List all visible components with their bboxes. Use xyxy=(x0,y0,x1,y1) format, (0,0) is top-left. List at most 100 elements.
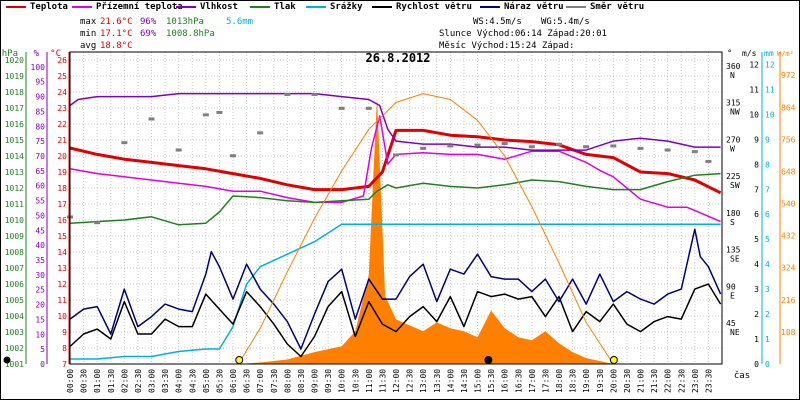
x-axis-label: čas xyxy=(734,370,750,381)
y-tick-label: 45 xyxy=(35,226,45,235)
x-tick-label: 23:00 xyxy=(691,369,700,393)
x-tick-label: 21:00 xyxy=(637,369,646,393)
y-tick-label: 85 xyxy=(35,107,45,116)
x-tick-label: 16:30 xyxy=(514,369,523,393)
y-tick-label: 75 xyxy=(35,137,45,146)
y-tick-label: 756 xyxy=(781,135,796,144)
y-axis-radiation-title: W/m² xyxy=(777,50,794,58)
y-tick-label: 216 xyxy=(781,296,796,305)
y-tick-label: 7 xyxy=(765,185,770,194)
legend-label: Teplota xyxy=(30,2,68,12)
y-tick-label: 972 xyxy=(781,71,796,80)
y-tick-label: 1003 xyxy=(5,328,24,337)
stat-wind-speed: WS:4.5m/s xyxy=(473,17,522,27)
x-tick-label: 13:30 xyxy=(433,369,442,393)
y-tick-label: 11 xyxy=(765,85,775,94)
y-tick-label: 17 xyxy=(57,200,67,209)
y-tick-label: 12 xyxy=(765,60,775,69)
y-tick-label: 11 xyxy=(749,85,759,94)
x-tick-label: 11:00 xyxy=(365,369,374,393)
y-tick-label: 19 xyxy=(57,168,67,177)
grid xyxy=(69,52,722,365)
y-tick-label: 15 xyxy=(35,315,45,324)
y-tick-label: 18 xyxy=(57,184,67,193)
series-slunecni-zareni xyxy=(238,96,614,364)
y-tick-label: 180 xyxy=(726,209,741,218)
y-tick-label: 3 xyxy=(765,285,770,294)
y-tick-label: 9 xyxy=(765,135,770,144)
y-tick-label: 864 xyxy=(781,103,796,112)
y-tick-label: 1019 xyxy=(5,72,24,81)
x-tick-label: 23:30 xyxy=(704,369,713,393)
y-tick-label: 10 xyxy=(57,312,67,321)
y-tick-label: 30 xyxy=(35,271,45,280)
y-axis-direction-title: ° xyxy=(727,49,732,59)
x-tick-label: 04:30 xyxy=(188,369,197,393)
legend-item-humidity: Vlhkost xyxy=(176,2,238,12)
x-tick-label: 07:30 xyxy=(270,369,279,393)
series-prizemni-teplota xyxy=(69,115,721,223)
series-srazky xyxy=(70,223,721,360)
y-tick-direction-label: SE xyxy=(730,255,740,264)
y-tick-label: 0 xyxy=(40,360,45,369)
y-tick-label: 1001 xyxy=(5,360,24,369)
wind-direction-point xyxy=(583,145,590,149)
y-tick-label: 135 xyxy=(726,246,741,255)
y-tick-direction-label: W xyxy=(730,144,735,153)
y-tick-label: 1007 xyxy=(5,264,24,273)
y-tick-label: 5 xyxy=(754,235,759,244)
y-tick-label: 1009 xyxy=(5,232,24,241)
stat-avg-temp: 18.8°C xyxy=(100,41,133,51)
sunset-icon xyxy=(609,356,618,364)
y-tick-label: 1011 xyxy=(5,200,24,209)
y-tick-label: 26 xyxy=(57,56,67,65)
y-tick-label: 360 xyxy=(726,62,741,71)
stat-min-temp: 17.1°C xyxy=(100,29,133,39)
wind-direction-point xyxy=(284,92,291,96)
y-tick-label: 8 xyxy=(754,160,759,169)
y-tick-label: 22 xyxy=(57,120,67,129)
legend-label: Tlak xyxy=(274,2,296,12)
stat-wind-gust: WG:5.4m/s xyxy=(541,17,590,27)
wind-direction-point xyxy=(257,131,264,135)
y-tick-label: 6 xyxy=(765,210,770,219)
stat-min-label: min xyxy=(80,29,97,39)
y-tick-label: 1004 xyxy=(5,312,24,321)
y-tick-label: 8 xyxy=(765,160,770,169)
x-tick-label: 10:30 xyxy=(351,369,360,393)
x-tick-label: 06:30 xyxy=(243,369,252,393)
stat-min-pressure: 1008.8hPa xyxy=(166,29,215,39)
y-tick-label: 2 xyxy=(765,310,770,319)
y-tick-label: 1014 xyxy=(5,152,24,161)
y-tick-label: 45 xyxy=(726,319,736,328)
series-rychlost-vetru xyxy=(69,283,722,358)
wind-direction-point xyxy=(447,144,454,148)
stat-sun-times: Slunce Východ:06:14 Západ:20:01 xyxy=(439,29,607,39)
legend-item-pressure: Tlak xyxy=(250,2,296,12)
moonrise-icon xyxy=(484,356,493,364)
wind-direction-point xyxy=(528,145,535,149)
axes-layer: 00:00 00:30 01:00 01:30 02:00 02:30 03:00 03:30… xyxy=(2,49,796,393)
legend-item-wind-speed: Rychlost větru xyxy=(372,2,472,12)
y-axis-pressure-title: hPa xyxy=(2,49,18,59)
legend-item-wind-direction: Směr větru xyxy=(566,2,644,12)
x-tick-label: 15:30 xyxy=(487,369,496,393)
y-tick-label: 90 xyxy=(726,282,736,291)
y-tick-label: 1 xyxy=(754,335,759,344)
x-tick-label: 21:30 xyxy=(650,369,659,393)
x-tick-label: 00:00 xyxy=(66,369,75,393)
y-tick-label: 90 xyxy=(35,93,45,102)
y-axis-wind-title: m/s xyxy=(742,49,757,58)
y-tick-label: 5 xyxy=(765,235,770,244)
y-tick-label: 1 xyxy=(765,335,770,344)
y-tick-direction-label: SW xyxy=(730,181,740,190)
x-tick-label: 02:00 xyxy=(120,369,129,393)
legend-label: Srážky xyxy=(330,2,363,12)
stat-avg-label: avg xyxy=(80,41,97,51)
x-tick-label: 07:00 xyxy=(256,369,265,393)
wind-direction-point xyxy=(393,153,399,157)
y-tick-label: 20 xyxy=(35,301,45,310)
y-tick-direction-label: NW xyxy=(730,108,740,117)
y-tick-label: 16 xyxy=(57,216,67,225)
